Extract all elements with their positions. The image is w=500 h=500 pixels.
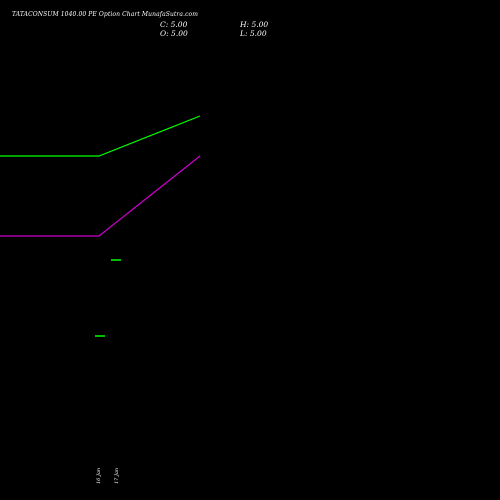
- open-value: O: 5.00: [160, 29, 188, 38]
- series-line-1: [0, 115, 201, 157]
- x-tick-label: 17 Jan: [114, 467, 120, 484]
- x-tick-label: 16 Jan: [96, 467, 102, 484]
- series-line-2: [0, 155, 201, 237]
- low-value: L: 5.00: [240, 29, 267, 38]
- high-value: H: 5.00: [240, 20, 269, 29]
- chart-title: TATACONSUM 1040.00 PE Option Chart Munaf…: [12, 11, 199, 18]
- close-value: C: 5.00: [160, 20, 188, 29]
